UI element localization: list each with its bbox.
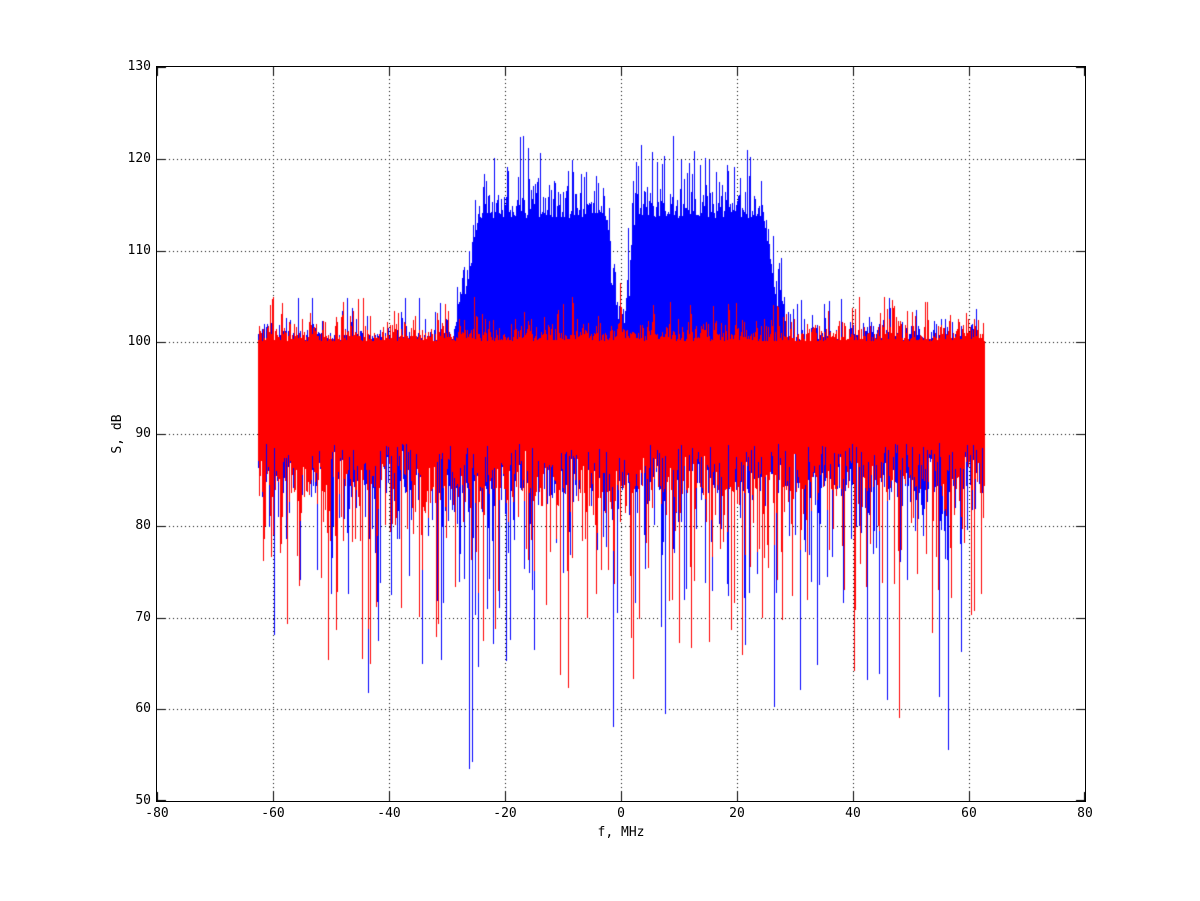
- y-tick-label: 120: [127, 150, 151, 166]
- x-tick-label: 20: [729, 806, 745, 821]
- x-tick-label: 80: [1077, 806, 1093, 821]
- y-tick-label: 60: [135, 701, 151, 717]
- x-tick-label: -80: [145, 806, 169, 821]
- x-tick-label: -40: [377, 806, 401, 821]
- x-tick-label: 40: [845, 806, 861, 821]
- spectrum-plot-canvas: [157, 67, 1085, 801]
- x-tick-label: 60: [961, 806, 977, 821]
- plot-area: [156, 66, 1086, 802]
- y-tick-label: 130: [127, 59, 151, 74]
- y-tick-label: 50: [135, 793, 151, 808]
- x-tick-label: 0: [617, 806, 625, 821]
- y-tick-label: 90: [135, 426, 151, 441]
- y-tick-label: 80: [135, 517, 151, 533]
- y-tick-label: 100: [127, 334, 151, 350]
- x-axis-label: f, MHz: [597, 825, 645, 840]
- x-tick-label: -20: [493, 806, 517, 821]
- y-tick-label: 110: [127, 242, 151, 258]
- y-tick-label: 70: [135, 609, 151, 625]
- x-tick-label: -60: [261, 806, 285, 821]
